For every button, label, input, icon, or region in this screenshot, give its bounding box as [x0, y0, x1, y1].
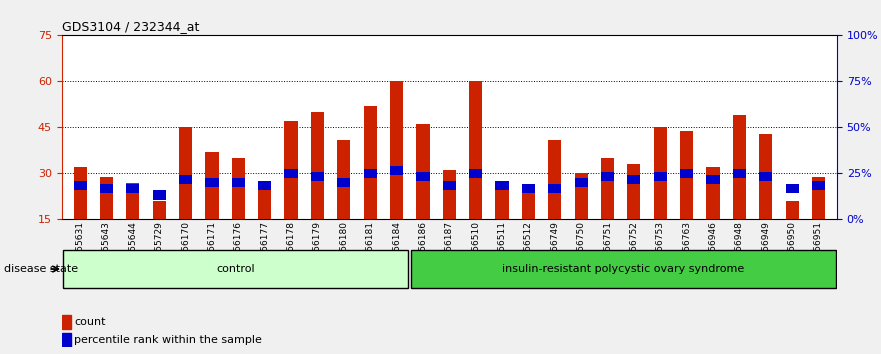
Bar	[100, 177, 113, 266]
Bar	[205, 178, 218, 187]
Bar	[522, 186, 535, 266]
Text: GDS3104 / 232344_at: GDS3104 / 232344_at	[62, 20, 199, 33]
Bar	[443, 170, 455, 266]
Bar	[100, 184, 113, 193]
Bar	[285, 169, 298, 178]
Bar	[152, 201, 166, 266]
Bar	[522, 184, 535, 193]
Bar	[364, 169, 377, 178]
Bar	[812, 181, 825, 190]
Bar	[390, 81, 403, 266]
Bar	[680, 131, 693, 266]
Bar	[495, 181, 508, 190]
Bar	[601, 172, 614, 181]
Bar	[179, 175, 192, 184]
Bar	[469, 169, 482, 178]
Bar	[126, 184, 139, 193]
Bar	[469, 81, 482, 266]
Bar	[364, 106, 377, 266]
Bar	[627, 164, 640, 266]
Bar	[258, 181, 271, 190]
Bar	[73, 181, 86, 190]
Bar	[62, 315, 71, 329]
FancyBboxPatch shape	[411, 250, 835, 288]
Bar	[126, 183, 139, 266]
Bar	[232, 158, 245, 266]
Bar	[179, 127, 192, 266]
Bar	[152, 190, 166, 200]
Text: count: count	[74, 317, 106, 327]
Bar	[548, 140, 561, 266]
Text: percentile rank within the sample: percentile rank within the sample	[74, 335, 262, 345]
Bar	[574, 178, 588, 187]
Bar	[548, 184, 561, 193]
Bar	[654, 172, 667, 181]
Bar	[62, 333, 71, 347]
Bar	[495, 183, 508, 266]
Bar	[786, 201, 799, 266]
FancyBboxPatch shape	[63, 250, 408, 288]
Bar	[733, 169, 746, 178]
Bar	[311, 172, 324, 181]
Bar	[574, 173, 588, 266]
Bar	[786, 184, 799, 193]
Bar	[73, 167, 86, 266]
Text: disease state: disease state	[4, 264, 78, 274]
Bar	[337, 178, 351, 187]
Bar	[337, 140, 351, 266]
Bar	[205, 152, 218, 266]
Bar	[258, 183, 271, 266]
Bar	[733, 115, 746, 266]
Bar	[759, 172, 773, 181]
Bar	[285, 121, 298, 266]
Bar	[627, 175, 640, 184]
Bar	[759, 133, 773, 266]
Bar	[390, 166, 403, 175]
Bar	[601, 158, 614, 266]
Bar	[232, 178, 245, 187]
Bar	[680, 169, 693, 178]
Text: insulin-resistant polycystic ovary syndrome: insulin-resistant polycystic ovary syndr…	[502, 264, 744, 274]
Bar	[812, 177, 825, 266]
Text: control: control	[216, 264, 255, 274]
Bar	[654, 127, 667, 266]
Bar	[417, 124, 430, 266]
Bar	[311, 112, 324, 266]
Bar	[443, 181, 455, 190]
Bar	[417, 172, 430, 181]
Bar	[707, 175, 720, 184]
Bar	[707, 167, 720, 266]
